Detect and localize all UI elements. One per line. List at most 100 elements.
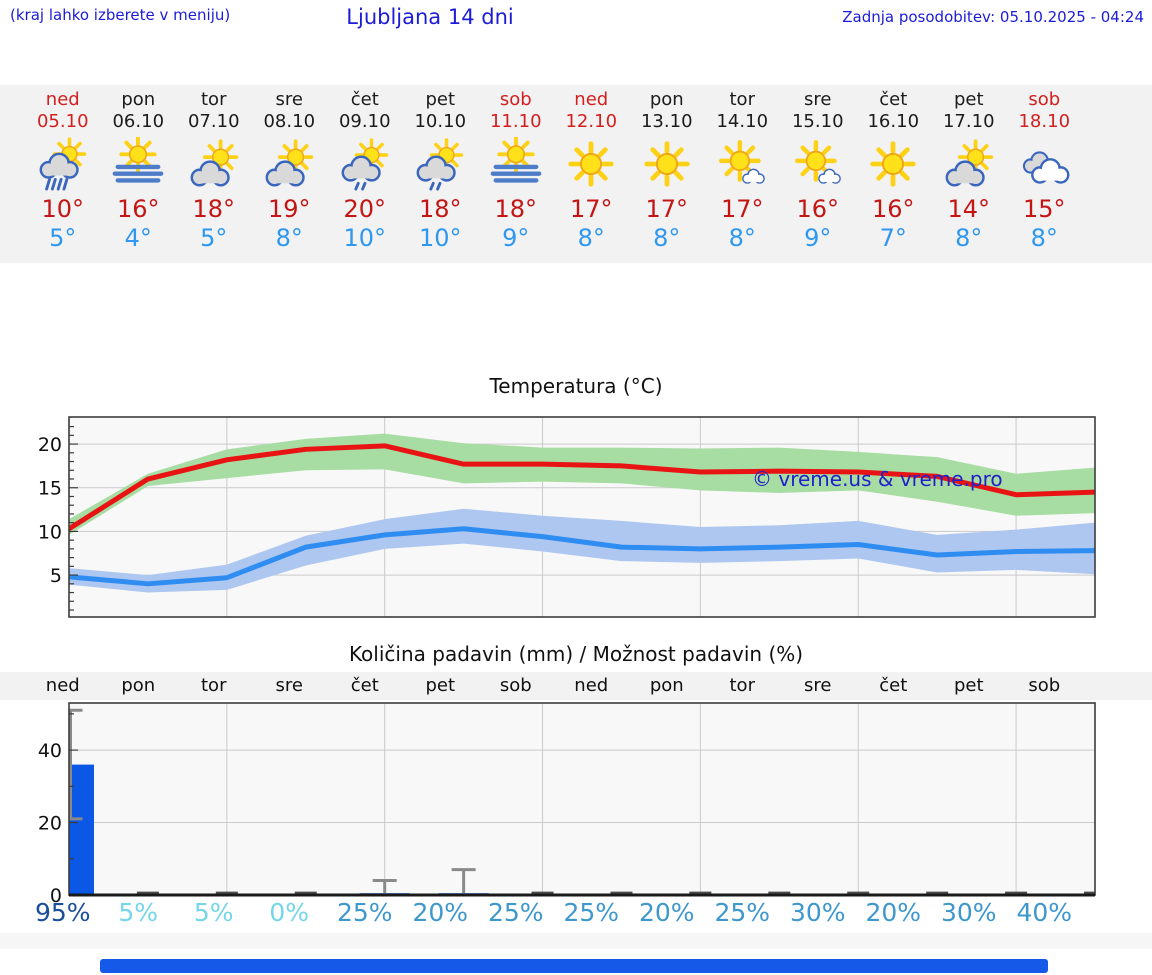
sun-icon bbox=[866, 136, 920, 192]
precip-probability: 95% bbox=[34, 898, 91, 927]
day-name: tor bbox=[201, 89, 227, 110]
precip-probability: 20% bbox=[865, 898, 922, 927]
precip-probability: 5% bbox=[118, 898, 159, 927]
day-date: 08.10 bbox=[263, 111, 316, 132]
precipitation-probability-row: 95% 5% 5% 0% 25% 20% 25% 25% 20% 25% 30% 20% 30% 40% bbox=[0, 896, 1152, 927]
zero-precip-mark bbox=[768, 891, 791, 895]
low-temp: 10° bbox=[418, 224, 462, 252]
forecast-day: tor 07.10 18° 5° bbox=[176, 89, 252, 263]
menu-hint: (kraj lahko izberete v meniju) bbox=[10, 6, 231, 24]
high-temp: 16° bbox=[871, 195, 915, 223]
precip-probability: 30% bbox=[789, 898, 846, 927]
precip-y-tick-label: 0 bbox=[50, 885, 62, 905]
high-temp: 18° bbox=[192, 195, 236, 223]
watermark: © vreme.us & vreme.pro bbox=[752, 467, 1003, 491]
low-temp: 4° bbox=[124, 224, 152, 252]
high-temp: 18° bbox=[494, 195, 538, 223]
day-date: 05.10 bbox=[36, 111, 89, 132]
day-label: sre bbox=[275, 675, 303, 696]
precipitation-chart: 0 20 40 bbox=[38, 702, 1096, 905]
day-label: čet bbox=[350, 675, 379, 696]
temperature-chart: 5 10 15 20 © vreme.us & vreme.pro bbox=[38, 416, 1096, 618]
high-temp: 19° bbox=[267, 195, 311, 223]
low-temp: 9° bbox=[804, 224, 832, 252]
footer-divider bbox=[0, 933, 1152, 949]
precip-probability: 25% bbox=[336, 898, 393, 927]
zero-precip-mark bbox=[847, 891, 870, 895]
day-label: ned bbox=[45, 675, 80, 696]
forecast-day: pon 06.10 16° 4° bbox=[101, 89, 177, 263]
day-name: sob bbox=[1028, 89, 1061, 110]
high-temp: 18° bbox=[418, 195, 462, 223]
min-temperature-range-band bbox=[69, 508, 1095, 593]
temp-y-tick-label: 15 bbox=[38, 478, 62, 500]
day-date: 12.10 bbox=[565, 111, 618, 132]
forecast-day: tor 14.10 17° 8° bbox=[705, 89, 781, 263]
day-date: 09.10 bbox=[338, 111, 391, 132]
low-temp: 8° bbox=[955, 224, 983, 252]
high-temp: 17° bbox=[645, 195, 689, 223]
temperature-chart-title: Temperatura (°C) bbox=[489, 374, 663, 398]
low-temp: 8° bbox=[1030, 224, 1058, 252]
low-temp: 7° bbox=[879, 224, 907, 252]
day-date: 14.10 bbox=[716, 111, 769, 132]
precip-probability: 25% bbox=[714, 898, 771, 927]
clouds-icon bbox=[1017, 136, 1071, 192]
sun-fog-icon bbox=[111, 136, 165, 192]
precip-y-tick-label: 20 bbox=[38, 813, 62, 835]
day-label: pon bbox=[649, 675, 684, 696]
day-date: 18.10 bbox=[1018, 111, 1071, 132]
day-name: čet bbox=[879, 89, 908, 110]
precip-probability: 20% bbox=[412, 898, 469, 927]
zero-precip-mark bbox=[689, 891, 712, 895]
high-temp: 20° bbox=[343, 195, 387, 223]
zero-precip-mark bbox=[610, 891, 633, 895]
high-temp: 16° bbox=[796, 195, 840, 223]
sun-cloud-drizzle-icon bbox=[413, 136, 467, 192]
day-date: 16.10 bbox=[867, 111, 920, 132]
precip-probability: 40% bbox=[1016, 898, 1073, 927]
day-date: 17.10 bbox=[942, 111, 995, 132]
day-name: pon bbox=[121, 89, 156, 110]
max-temperature-line bbox=[69, 443, 1095, 532]
sun-icon bbox=[564, 136, 618, 192]
sun-fog-icon bbox=[489, 136, 543, 192]
sun-small-cloud-icon bbox=[715, 136, 769, 192]
precipitation-chart-title: Količina padavin (mm) / Možnost padavin … bbox=[348, 642, 804, 666]
day-date: 10.10 bbox=[414, 111, 467, 132]
zero-precip-mark bbox=[1005, 891, 1028, 895]
day-name: ned bbox=[45, 89, 80, 110]
day-name: pon bbox=[649, 89, 684, 110]
forecast-day: sre 15.10 16° 9° bbox=[780, 89, 856, 263]
low-temp: 8° bbox=[653, 224, 681, 252]
precip-probability: 0% bbox=[269, 898, 310, 927]
forecast-strip: ned 05.10 10° 5° pon 06.10 16° 4° tor 07.10 18° 5° s… bbox=[0, 85, 1152, 263]
low-temp: 10° bbox=[343, 224, 387, 252]
precip-probability: 25% bbox=[563, 898, 620, 927]
low-temp: 9° bbox=[502, 224, 530, 252]
day-name: pet bbox=[953, 89, 984, 110]
temp-y-tick-label: 5 bbox=[50, 565, 62, 587]
day-name: ned bbox=[574, 89, 609, 110]
precipitation-day-labels: ned pon tor sre čet pet sob ned pon tor sre čet pet s… bbox=[0, 672, 1152, 700]
zero-precip-mark bbox=[926, 891, 949, 895]
sun-cloud-icon bbox=[942, 136, 996, 192]
day-label: sob bbox=[499, 675, 532, 696]
day-name: sre bbox=[275, 89, 303, 110]
low-temp: 8° bbox=[275, 224, 303, 252]
day-name: čet bbox=[350, 89, 379, 110]
precip-y-tick-label: 40 bbox=[38, 740, 62, 762]
low-temp: 8° bbox=[728, 224, 756, 252]
precip-probability: 5% bbox=[193, 898, 234, 927]
sun-cloud-icon bbox=[262, 136, 316, 192]
page-title: Ljubljana 14 dni bbox=[346, 5, 514, 29]
high-temp: 14° bbox=[947, 195, 991, 223]
forecast-day: čet 16.10 16° 7° bbox=[856, 89, 932, 263]
low-temp: 5° bbox=[49, 224, 77, 252]
day-name: tor bbox=[729, 89, 755, 110]
day-label: pet bbox=[425, 675, 456, 696]
footer-bar bbox=[100, 959, 1048, 973]
temp-y-tick-label: 10 bbox=[38, 521, 62, 543]
day-label: sob bbox=[1028, 675, 1061, 696]
forecast-day: pon 13.10 17° 8° bbox=[629, 89, 705, 263]
